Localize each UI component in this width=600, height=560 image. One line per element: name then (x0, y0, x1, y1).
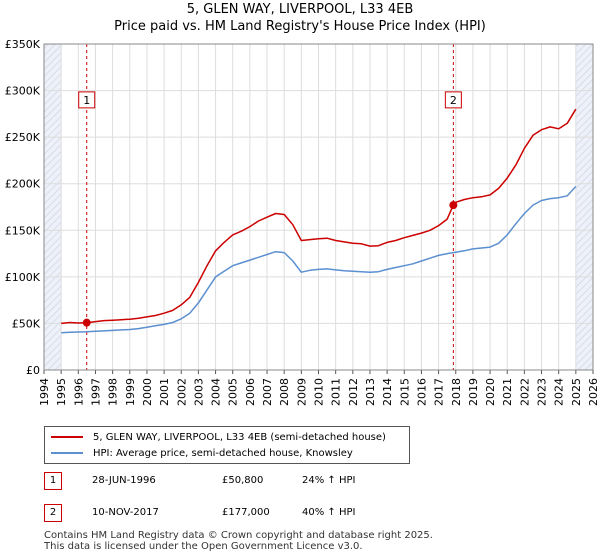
x-tick-label: 2007 (261, 378, 274, 406)
x-tick-label: 2021 (501, 378, 514, 406)
sale-date: 28-JUN-1996 (92, 475, 156, 486)
x-tick-label: 2020 (484, 378, 497, 406)
x-tick-label: 2009 (295, 378, 308, 406)
x-tick-label: 2001 (158, 378, 171, 406)
x-tick-label: 2015 (398, 378, 411, 406)
x-tick-label: 2025 (570, 378, 583, 406)
series-lines (61, 108, 577, 334)
price-chart: £0 £50K £100K £150K £200K £250K £300K £350K 199… (5, 38, 600, 406)
x-tick-label: 2002 (175, 378, 188, 406)
x-axis: 1994 1995 1996 1997 1998 1999 2000 2001 2002 2003… (38, 370, 600, 406)
sale-number-badge: 2 (44, 504, 62, 522)
y-tick-label: £250K (5, 131, 41, 144)
sale-date: 10-NOV-2017 (92, 507, 159, 518)
footer-licence: This data is licensed under the Open Gov… (44, 541, 363, 552)
chart-subtitle: Price paid vs. HM Land Registry's House … (114, 19, 486, 34)
x-tick-label: 2023 (536, 378, 549, 406)
x-tick-label: 2008 (278, 378, 291, 406)
sale-points (82, 201, 458, 327)
x-tick-label: 1999 (124, 378, 137, 406)
x-tick-label: 2011 (330, 378, 343, 406)
y-tick-label: £50K (12, 317, 41, 330)
sale-label-number: 1 (83, 94, 90, 107)
pre-data-hatch (44, 44, 62, 370)
sale-label-box (78, 91, 96, 109)
sale-point (449, 201, 458, 210)
x-tick-label: 1998 (107, 378, 120, 406)
x-tick-label: 1995 (55, 378, 68, 406)
legend: 5, GLEN WAY, LIVERPOOL, L33 4EB (semi-de… (44, 426, 410, 464)
x-tick-label: 2016 (415, 378, 428, 406)
y-tick-label: £350K (5, 38, 41, 51)
x-tick-label: 2003 (192, 378, 205, 406)
sale-hpi-change: 40% ↑ HPI (302, 507, 356, 518)
x-tick-label: 2022 (518, 378, 531, 406)
legend-item-hpi: HPI: Average price, semi-detached house,… (51, 446, 353, 460)
chart-title: 5, GLEN WAY, LIVERPOOL, L33 4EB (186, 2, 414, 17)
x-tick-label: 2019 (467, 378, 480, 406)
x-tick-label: 2018 (450, 378, 463, 406)
legend-property-label: 5, GLEN WAY, LIVERPOOL, L33 4EB (semi-de… (93, 431, 386, 443)
x-tick-label: 2017 (433, 378, 446, 406)
x-tick-label: 2026 (587, 378, 600, 406)
property-line-swatch (51, 436, 83, 438)
hpi-line-swatch (51, 452, 83, 454)
sale-price: £177,000 (222, 507, 270, 518)
y-tick-label: £100K (5, 271, 41, 284)
x-tick-label: 2014 (381, 378, 394, 406)
x-tick-label: 2013 (364, 378, 377, 406)
sale-label-number: 2 (450, 94, 457, 107)
x-tick-label: 1994 (38, 378, 51, 406)
y-tick-label: £300K (5, 85, 41, 98)
sale-point (82, 318, 91, 327)
hpi-line (61, 185, 577, 334)
post-data-hatch (575, 44, 593, 370)
y-tick-label: £150K (5, 224, 41, 237)
x-tick-label: 1996 (72, 378, 85, 406)
y-tick-label: £0 (26, 364, 40, 377)
sale-number-badge: 1 (44, 472, 62, 490)
plot-border (43, 43, 594, 371)
x-tick-label: 2006 (244, 378, 257, 406)
legend-hpi-label: HPI: Average price, semi-detached house,… (93, 447, 353, 459)
sale-label-box (444, 91, 462, 109)
footer-copyright: Contains HM Land Registry data © Crown c… (44, 530, 433, 541)
x-tick-label: 2010 (313, 378, 326, 406)
x-tick-label: 1997 (89, 378, 102, 406)
y-tick-label: £200K (5, 178, 41, 191)
x-tick-label: 2005 (227, 378, 240, 406)
sale-price: £50,800 (222, 475, 264, 486)
x-tick-label: 2024 (553, 378, 566, 406)
x-tick-label: 2012 (347, 378, 360, 406)
y-axis: £0 £50K £100K £150K £200K £250K £300K £350K (5, 38, 41, 377)
x-tick-label: 2004 (210, 378, 223, 406)
x-tick-label: 2000 (141, 378, 154, 406)
sale-hpi-change: 24% ↑ HPI (302, 475, 356, 486)
legend-item-property: 5, GLEN WAY, LIVERPOOL, L33 4EB (semi-de… (51, 430, 386, 444)
property-price-line (61, 108, 577, 325)
